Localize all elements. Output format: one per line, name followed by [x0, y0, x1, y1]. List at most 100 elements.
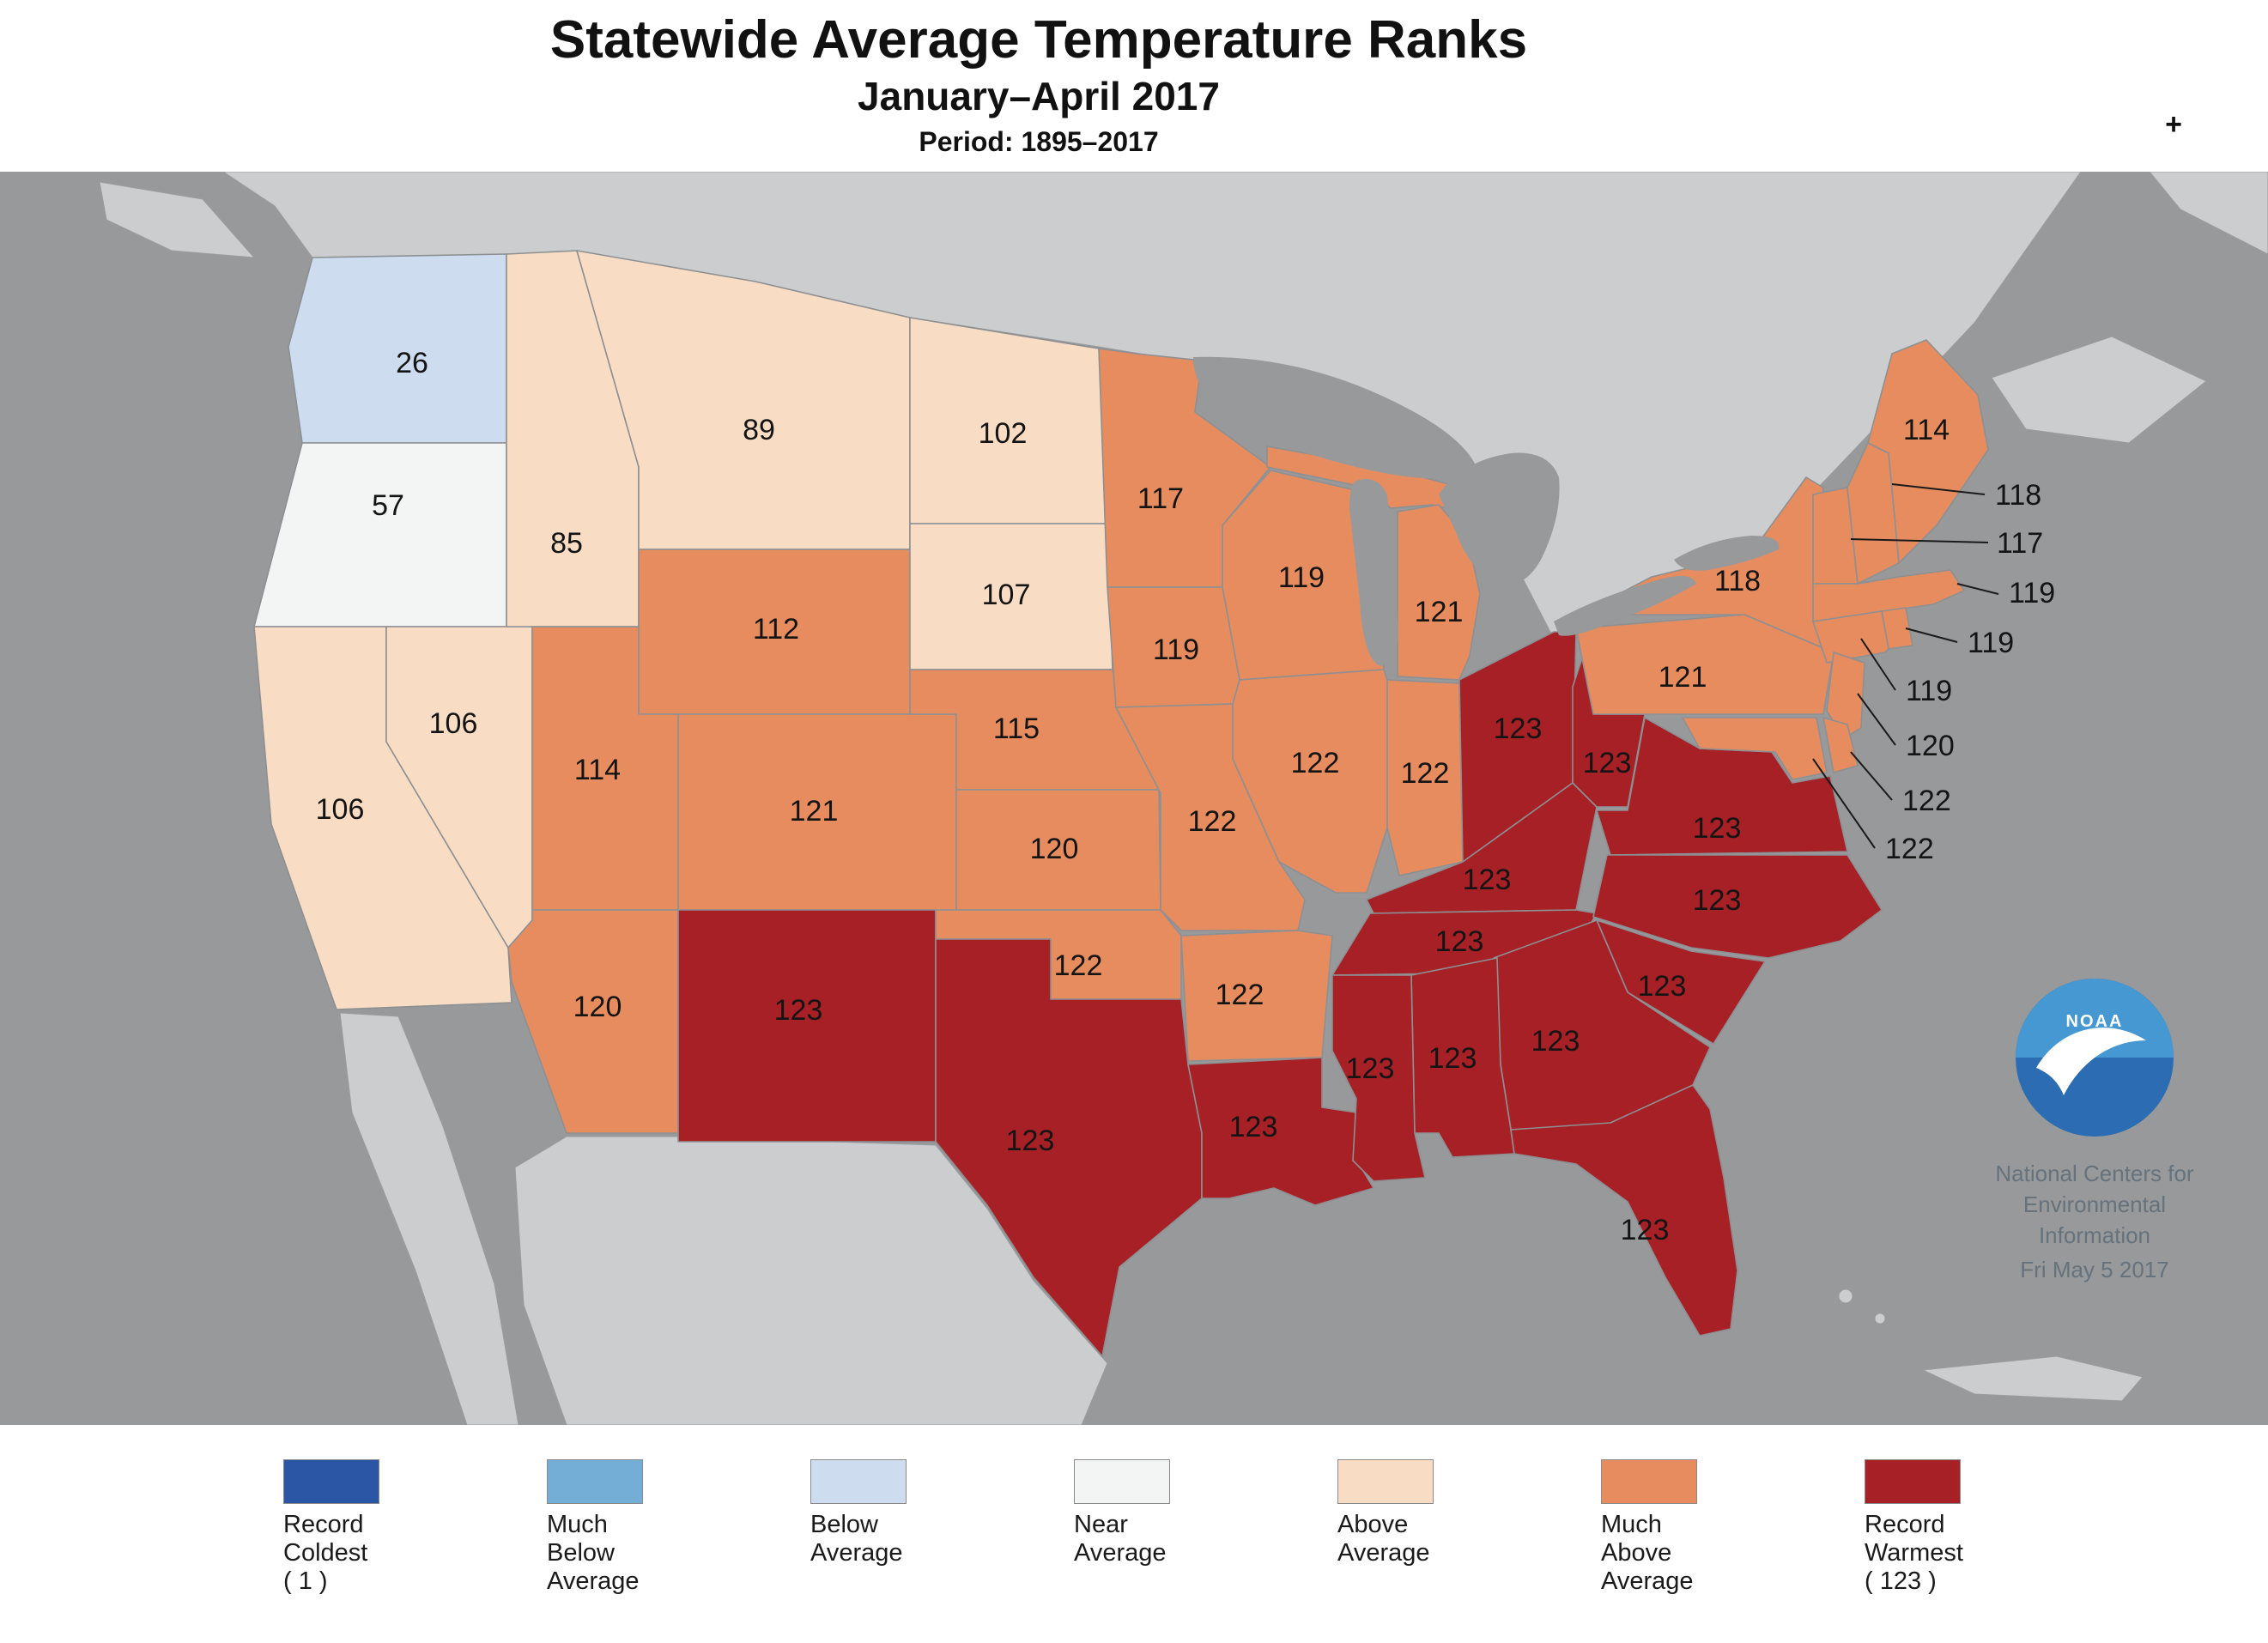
state-rank-me: 114	[1903, 414, 1950, 446]
lake-superior	[1193, 356, 1480, 480]
legend-label-line: Below	[810, 1511, 878, 1538]
state-delaware	[1822, 717, 1859, 773]
noaa-logo-text: NOAA	[2066, 1012, 2124, 1031]
legend-swatch-much-above-average	[1601, 1459, 1697, 1504]
great-lakes-group	[1193, 356, 1780, 666]
state-pennsylvania	[1575, 614, 1834, 715]
attribution-line: Information	[2039, 1222, 2150, 1248]
legend-swatch-above-average	[1337, 1459, 1434, 1504]
state-rank-wi: 119	[1278, 561, 1325, 594]
attribution-line: National Centers for	[1995, 1161, 2194, 1186]
state-rank-tn: 123	[1435, 925, 1484, 958]
legend-label-line: Record	[283, 1511, 364, 1538]
legend-label-line: Coldest	[283, 1539, 368, 1567]
legend-label-line: Much	[547, 1511, 608, 1538]
attribution-line: Fri May 5 2017	[2020, 1257, 2168, 1282]
state-rank-il: 122	[1291, 747, 1340, 779]
callout-line-nh	[1891, 483, 1986, 495]
state-rank-va: 123	[1693, 812, 1742, 845]
state-rank-ia: 119	[1153, 634, 1199, 666]
callout-rank-ma: 119	[2009, 577, 2055, 609]
callout-rank-nj: 120	[1906, 730, 1955, 762]
state-rank-mo: 122	[1188, 805, 1237, 838]
legend-item-record-coldest: Record Coldest ( 1 )	[283, 1459, 412, 1596]
legend-item-much-below-average: Much Below Average	[547, 1459, 676, 1596]
state-rank-ok: 122	[1054, 949, 1103, 982]
state-rank-la: 123	[1229, 1111, 1278, 1143]
state-rank-ga: 123	[1531, 1025, 1580, 1058]
callout-line-nj	[1857, 693, 1896, 746]
legend-label-line: ( 1 )	[283, 1567, 328, 1595]
page-title: Statewide Average Temperature Ranks	[549, 10, 1528, 70]
state-rank-oh: 123	[1494, 712, 1543, 745]
legend-swatch-record-warmest	[1865, 1459, 1961, 1504]
state-rank-mt: 89	[743, 414, 775, 446]
northeast-corner-land	[2149, 172, 2268, 255]
lake-ontario	[1674, 536, 1780, 571]
legend-label-line: Much	[1601, 1511, 1662, 1538]
callout-line-ct	[1860, 638, 1896, 691]
state-rank-ar: 122	[1216, 979, 1264, 1011]
state-maryland	[1682, 717, 1828, 780]
legend-label-line: Warmest	[1865, 1539, 1963, 1567]
legend-swatch-below-average	[810, 1459, 907, 1504]
callout-line-de	[1850, 751, 1893, 801]
callout-rank-de: 122	[1902, 785, 1951, 817]
state-rank-nv: 106	[429, 707, 478, 740]
zoom-plus-icon[interactable]: +	[2165, 108, 2182, 141]
state-rank-ne: 115	[993, 712, 1040, 745]
state-rank-ut: 114	[574, 754, 621, 786]
header-text-block: Statewide Average Temperature Ranks Janu…	[0, 0, 2077, 158]
state-north-carolina	[1592, 854, 1883, 959]
legend-swatch-near-average	[1074, 1459, 1170, 1504]
state-rank-wa: 26	[396, 347, 428, 379]
states-group	[253, 250, 1989, 1357]
callout-rank-ct: 119	[1906, 675, 1952, 707]
legend-label-line: Above	[1601, 1539, 1672, 1567]
noaa-logo: NOAA	[2016, 979, 2174, 1137]
state-virginia	[1596, 717, 1848, 856]
state-rank-az: 120	[573, 991, 622, 1023]
legend-item-near-average: Near Average	[1074, 1459, 1203, 1596]
state-michigan	[1397, 504, 1481, 681]
period-label: Period: 1895–2017	[919, 126, 1159, 158]
state-rank-mn: 117	[1137, 482, 1184, 515]
state-rank-nm: 123	[774, 994, 823, 1027]
state-rank-labels: 26 57 106 106 85 89 112 114 121 120 123 102 107 115 12…	[316, 347, 1950, 1246]
footer: Record Coldest ( 1 ) Much Below Average …	[0, 1425, 2268, 1643]
callout-rank-ri: 119	[1968, 627, 2014, 659]
state-rank-wy: 112	[753, 613, 799, 646]
callout-line-ma	[1956, 583, 1999, 595]
state-rank-sd: 107	[982, 579, 1031, 611]
bahamas-island	[1838, 1288, 1853, 1304]
state-arkansas	[1180, 930, 1333, 1062]
legend-label-line: Average	[1337, 1539, 1430, 1567]
state-rank-nc: 123	[1693, 884, 1742, 917]
lake-erie	[1554, 575, 1696, 636]
northeast-callouts: 118 117 119 119 119 120 122 122	[1812, 479, 2055, 865]
map-container: 26 57 106 106 85 89 112 114 121 120 123 102 107 115 12…	[0, 172, 2268, 1425]
bahamas-island	[1874, 1313, 1886, 1325]
state-rank-id: 85	[550, 527, 583, 560]
foreign-land-group	[99, 172, 2268, 1425]
page-subtitle: January–April 2017	[858, 74, 1220, 119]
lake-huron	[1439, 452, 1560, 585]
state-connecticut	[1812, 610, 1889, 664]
us-temperature-rank-map: 26 57 106 106 85 89 112 114 121 120 123 102 107 115 12…	[0, 172, 2268, 1425]
state-florida	[1510, 1084, 1738, 1337]
state-rank-fl: 123	[1621, 1214, 1670, 1246]
legend-item-record-warmest: Record Warmest ( 123 )	[1865, 1459, 1993, 1596]
state-rank-or: 57	[372, 489, 404, 522]
legend-label-line: Average	[547, 1567, 640, 1595]
legend-item-above-average: Above Average	[1337, 1459, 1466, 1596]
legend-swatch-record-coldest	[283, 1459, 379, 1504]
state-illinois	[1232, 669, 1388, 894]
legend-label-line: Record	[1865, 1511, 1945, 1538]
legend-label-line: Average	[1601, 1567, 1694, 1595]
cuba-island	[1921, 1355, 2144, 1402]
legend-label-line: Near	[1074, 1511, 1128, 1538]
callout-rank-nh: 118	[1995, 479, 2041, 512]
state-rank-ky: 123	[1463, 864, 1512, 896]
lake-michigan	[1349, 479, 1398, 666]
